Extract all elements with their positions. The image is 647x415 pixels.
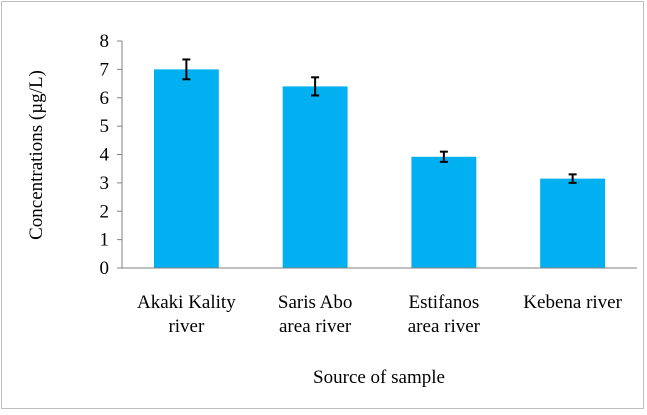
y-axis-ticks: 0 1 2 3 4 5 6 7 8 (100, 31, 122, 279)
y-tick-label: 6 (100, 88, 110, 109)
y-tick-label: 8 (100, 31, 110, 52)
x-tick-label: Akaki Kality river (137, 292, 236, 337)
y-tick-label: 5 (100, 116, 110, 137)
y-tick-label: 4 (100, 145, 110, 166)
y-tick-label: 1 (100, 230, 110, 251)
x-axis-title: Source of sample (313, 367, 445, 388)
y-tick-label: 7 (100, 59, 110, 80)
y-tick-label: 2 (100, 201, 110, 222)
x-tick-label: Saris Abo area river (278, 292, 352, 337)
bar (153, 69, 219, 268)
x-tick-label-line: Akaki Kality (137, 292, 236, 313)
x-tick-label: Estifanos area river (408, 292, 481, 337)
bar (540, 178, 606, 268)
x-tick-label-line: area river (408, 316, 481, 337)
x-tick-label-line: Saris Abo (278, 292, 352, 313)
y-tick-label: 3 (100, 173, 110, 194)
bar-chart: 0 1 2 3 4 5 6 7 8 Akaki Kality river Saris Abo area… (26, 31, 637, 388)
x-tick-label-line: Estifanos (409, 292, 480, 313)
x-tick-label-line: river (168, 316, 205, 337)
x-tick-label-line: area river (279, 316, 352, 337)
y-axis-title: Concentrations (µg/L) (26, 70, 47, 240)
y-tick-label: 0 (100, 258, 110, 279)
x-tick-label-line: Kebena river (523, 292, 622, 313)
bars (153, 69, 606, 269)
chart-frame: 0 1 2 3 4 5 6 7 8 Akaki Kality river Saris Abo area… (1, 1, 644, 409)
bar (411, 156, 477, 268)
x-tick-label: Kebena river (523, 292, 622, 313)
error-bars (182, 58, 577, 184)
bar (282, 86, 348, 269)
